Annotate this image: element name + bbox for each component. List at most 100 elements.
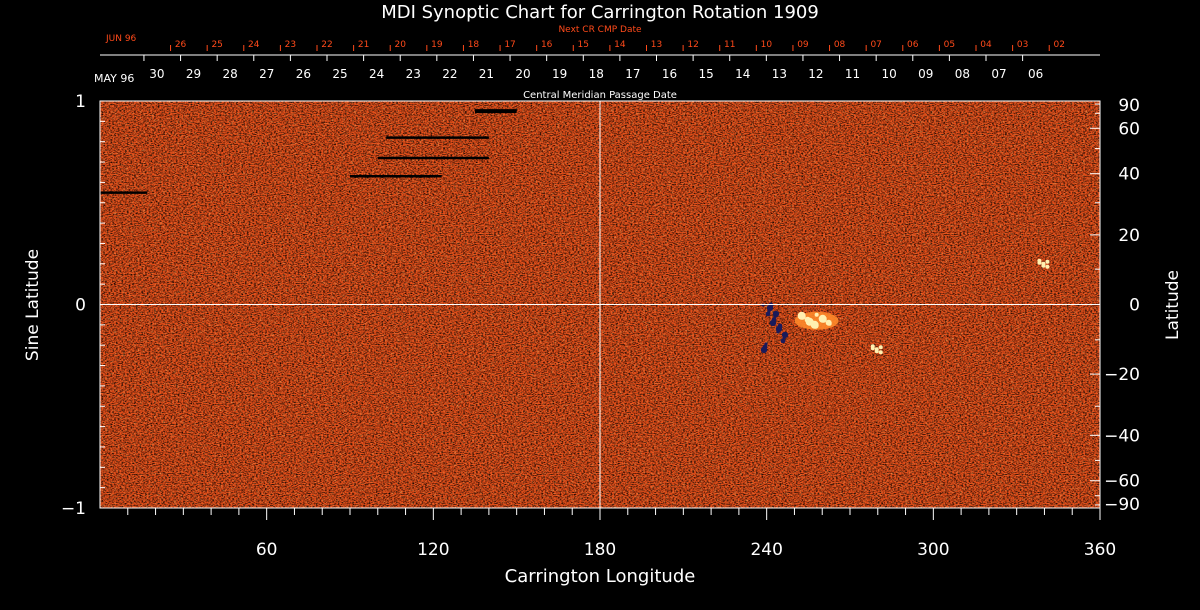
left-tick-label: −1 [61, 499, 86, 519]
next-cmp-date-label: 13 [651, 40, 662, 50]
next-cmp-date-label: 25 [211, 40, 222, 50]
right-tick-label: 90 [1118, 96, 1140, 116]
cmp-caption: Central Meridian Passage Date [523, 90, 677, 101]
cmp-date-label: 13 [772, 67, 787, 81]
plage-spot [1041, 263, 1046, 268]
cmp-date-label: 22 [442, 67, 457, 81]
cmp-date-label: 16 [662, 67, 677, 81]
next-cmp-caption: Next CR CMP Date [558, 25, 642, 35]
next-cmp-date-label: 06 [907, 40, 919, 50]
right-tick-label: −20 [1104, 365, 1140, 385]
negative-polarity-spot [762, 344, 768, 350]
positive-polarity-spot [812, 322, 819, 329]
next-cmp-date-label: 22 [321, 40, 332, 50]
chart-title: MDI Synoptic Chart for Carrington Rotati… [381, 2, 819, 23]
negative-polarity-spot [765, 311, 771, 317]
plage-spot [878, 350, 883, 355]
next-cmp-date-label: 04 [980, 40, 992, 50]
left-tick-label: 0 [75, 296, 86, 316]
right-tick-label: −90 [1104, 495, 1140, 515]
next-cmp-date-axis: 26 25 24 23 22 21 20 19 18 17 16 15 14 13 12 11 10 09 08 07… [170, 40, 1065, 51]
cmp-date-label: 24 [369, 67, 384, 81]
next-cmp-date-label: 02 [1053, 40, 1064, 50]
next-cmp-date-label: 11 [724, 40, 735, 50]
next-cmp-date-label: 14 [614, 40, 626, 50]
bottom-tick-label: 360 [1084, 540, 1116, 560]
positive-polarity-spot [799, 313, 806, 320]
next-cmp-date-label: 21 [358, 40, 369, 50]
negative-polarity-spot [777, 323, 783, 329]
next-cmp-date-label: 17 [504, 40, 515, 50]
plage-spot [1045, 259, 1050, 264]
y-axis-label-right: Latitude [1163, 270, 1183, 340]
negative-polarity-spot [780, 338, 786, 344]
cmp-date-label: 23 [406, 67, 421, 81]
bottom-tick-label: 120 [417, 540, 449, 560]
negative-polarity-spot [771, 317, 777, 323]
next-cmp-date-label: 24 [248, 40, 260, 50]
next-cmp-date-label: 05 [944, 40, 955, 50]
positive-polarity-spot [805, 317, 814, 326]
plage-spot [870, 346, 875, 351]
next-cmp-date-label: 09 [797, 40, 809, 50]
bottom-tick-label: 300 [917, 540, 949, 560]
next-cmp-date-label: 26 [175, 40, 187, 50]
positive-polarity-spot [814, 312, 819, 317]
cmp-date-label: 06 [1028, 67, 1043, 81]
cmp-date-label: 09 [918, 67, 933, 81]
next-cmp-date-label: 08 [834, 40, 846, 50]
x-axis-label: Carrington Longitude [505, 566, 696, 587]
bottom-tick-label: 60 [256, 540, 278, 560]
positive-polarity-spot [820, 316, 827, 323]
plot-area [99, 100, 1101, 509]
right-tick-label: 20 [1118, 226, 1140, 246]
cmp-date-label: 30 [149, 67, 164, 81]
cmp-date-label: 19 [552, 67, 567, 81]
right-tick-label: −40 [1104, 426, 1140, 446]
next-cmp-date-label: 19 [431, 40, 443, 50]
cmp-date-label: 20 [515, 67, 530, 81]
cmp-date-label: 18 [589, 67, 604, 81]
right-tick-label: 40 [1118, 165, 1140, 185]
cmp-date-label: 29 [186, 67, 201, 81]
cmp-date-axis: 30 29 28 27 26 25 24 23 22 21 20 19 18 17 16 15 14 13 12 11… [100, 54, 1100, 81]
cmp-date-label: 21 [479, 67, 494, 81]
left-axis: 1 0 −1 [61, 92, 110, 519]
plage-spot [1045, 264, 1050, 269]
next-cmp-date-label: 03 [1017, 40, 1028, 50]
cmp-date-label: 08 [955, 67, 970, 81]
plage-spot [1037, 260, 1042, 265]
positive-polarity-spot [827, 321, 832, 326]
bottom-axis: 60 120 180 240 300 360 [127, 508, 1116, 560]
right-axis: 90 60 40 20 0 −20 −40 −60 −90 [1090, 96, 1140, 515]
right-tick-label: 60 [1118, 119, 1140, 139]
next-cmp-date-label: 16 [541, 40, 553, 50]
cmp-date-label: 07 [991, 67, 1006, 81]
cmp-date-label: 14 [735, 67, 750, 81]
bottom-tick-label: 240 [750, 540, 782, 560]
next-cmp-date-label: 20 [394, 40, 406, 50]
plage-spot [878, 345, 883, 350]
cmp-date-label: 26 [296, 67, 311, 81]
negative-polarity-spot [781, 331, 789, 339]
cmp-date-label: 27 [259, 67, 274, 81]
next-cmp-month-label: JUN 96 [105, 34, 137, 44]
cmp-date-label: 15 [698, 67, 713, 81]
right-tick-label: 0 [1129, 296, 1140, 316]
right-tick-label: −60 [1104, 472, 1140, 492]
cmp-date-label: 12 [808, 67, 823, 81]
negative-polarity-spot [764, 342, 768, 346]
cmp-date-label: 11 [845, 67, 860, 81]
next-cmp-date-label: 23 [285, 40, 296, 50]
next-cmp-date-label: 15 [578, 40, 589, 50]
y-axis-label-left: Sine Latitude [23, 249, 43, 361]
cmp-date-label: 10 [882, 67, 897, 81]
negative-polarity-spot [772, 310, 780, 318]
bottom-tick-label: 180 [584, 540, 616, 560]
cmp-month-label: MAY 96 [94, 72, 134, 85]
cmp-date-label: 17 [625, 67, 640, 81]
next-cmp-date-label: 12 [687, 40, 698, 50]
next-cmp-date-label: 07 [870, 40, 881, 50]
next-cmp-date-label: 10 [761, 40, 773, 50]
